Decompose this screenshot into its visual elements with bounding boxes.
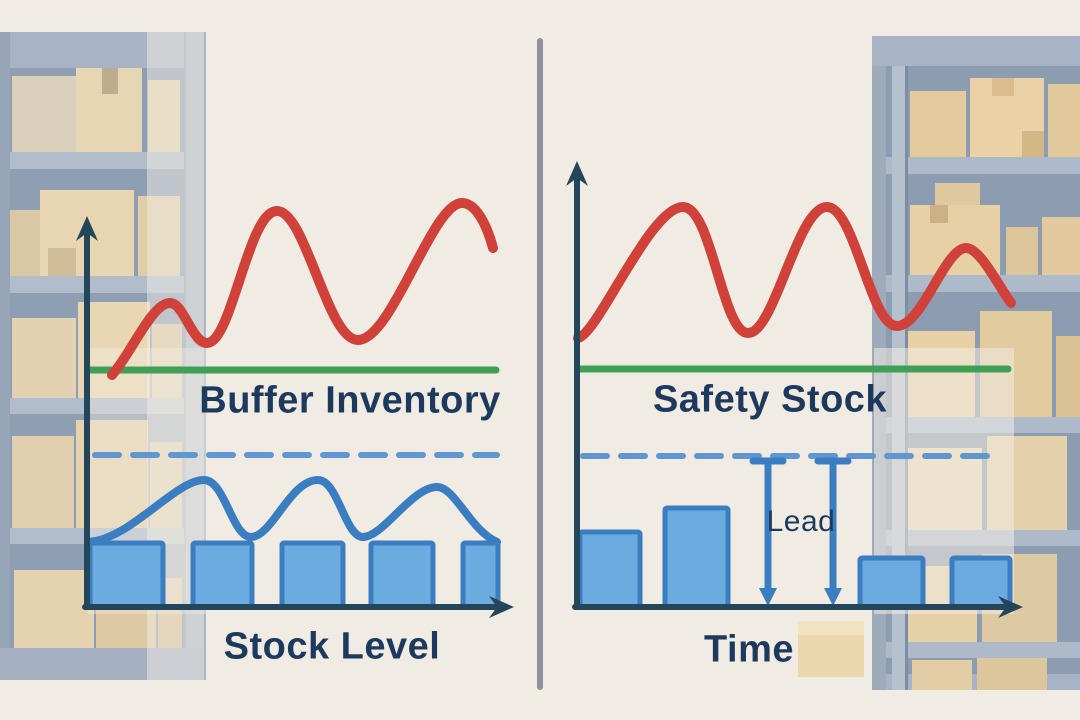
- shelf-top-bar: [872, 36, 1080, 66]
- cardboard-box: [10, 210, 40, 276]
- cardboard-box-flap: [48, 248, 76, 276]
- shelf-board: [10, 152, 184, 169]
- time-axis-label: Time: [703, 628, 795, 671]
- cardboard-box: [1042, 217, 1080, 275]
- panel-wash: [874, 348, 1014, 614]
- cardboard-box: [912, 660, 972, 690]
- safety-stock-title: Safety Stock: [652, 378, 888, 421]
- cardboard-box-flap: [1022, 131, 1044, 157]
- cardboard-box: [977, 656, 1047, 690]
- stock-level-axis-label: Stock Level: [223, 625, 441, 668]
- shelf-side-rail: [0, 32, 10, 680]
- cardboard-box: [910, 205, 1000, 275]
- lead-time-label: Lead: [766, 505, 836, 538]
- shelf-board: [886, 642, 1080, 658]
- cardboard-box: [12, 318, 76, 398]
- floor-box-lid: [798, 621, 864, 635]
- cardboard-box: [1056, 336, 1080, 417]
- cardboard-box: [1006, 227, 1038, 275]
- cardboard-box-flap: [930, 205, 948, 223]
- buffer-inventory-title: Buffer Inventory: [199, 379, 501, 422]
- cardboard-box: [1048, 84, 1080, 157]
- shelf-board: [886, 275, 1080, 292]
- panel-wash: [88, 348, 206, 614]
- cardboard-box: [935, 183, 980, 207]
- shelf-board: [886, 157, 1080, 174]
- cardboard-box-flap: [992, 78, 1014, 96]
- cardboard-box: [14, 570, 94, 648]
- cardboard-box-flap: [102, 68, 118, 94]
- cardboard-box: [910, 91, 966, 157]
- shelf-board: [10, 398, 184, 414]
- cardboard-box: [12, 436, 74, 528]
- floor-box: [798, 621, 864, 677]
- divider-line: [537, 38, 543, 690]
